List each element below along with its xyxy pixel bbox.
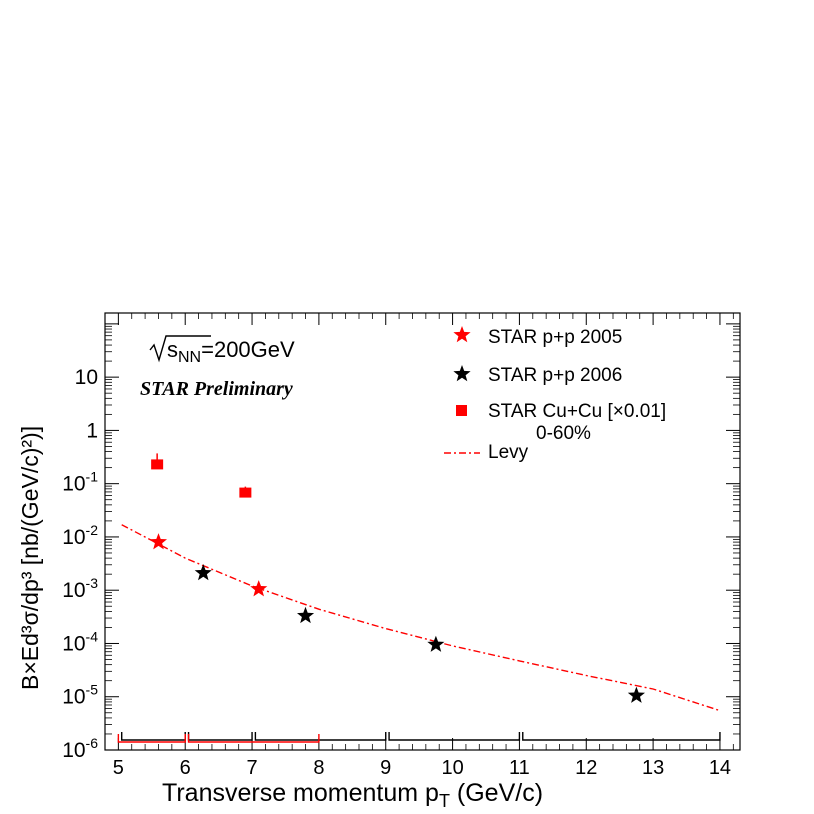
plot-frame	[104, 312, 741, 751]
x-axis-title: Transverse momentum pT (GeV/c)	[162, 779, 543, 811]
energy-annotation: sNN=200GeV	[149, 335, 295, 366]
y-tick-label: 10-5	[62, 682, 98, 709]
bin-bracket	[187, 732, 253, 741]
bin-bracket	[121, 732, 186, 741]
bin-bracket	[522, 732, 721, 741]
x-axis-ticks: 5 6 7 8 9 10 11 12 13 14	[113, 313, 734, 779]
x-tick-label: 10	[441, 757, 463, 779]
energy-symbol: s	[167, 337, 178, 362]
legend-star-black	[453, 365, 471, 382]
energy-value: =200GeV	[201, 337, 295, 362]
x-tick-label: 7	[246, 757, 257, 779]
legend-label-cucu: STAR Cu+Cu [×0.01]	[488, 401, 666, 422]
y-tick-label: 10-1	[62, 469, 98, 496]
legend: STAR p+p 2005 STAR p+p 2006 STAR Cu+Cu […	[444, 326, 666, 463]
x-tick-label: 9	[380, 757, 391, 779]
point-pp2006	[297, 606, 315, 624]
y-tick-label: 10-2	[62, 522, 98, 549]
y-tick-label: 10-4	[62, 628, 98, 655]
point-pp2006	[427, 635, 445, 652]
x-tick-label: 14	[709, 757, 731, 779]
legend-label-levy: Levy	[488, 442, 529, 463]
data-points	[149, 453, 645, 703]
y-tick-label: 10-6	[62, 735, 98, 762]
point-pp2005	[149, 533, 167, 550]
legend-marker-cucu	[456, 405, 467, 416]
fit-curves	[121, 524, 721, 712]
x-tick-label: 13	[642, 757, 664, 779]
point-cucu	[151, 459, 164, 470]
bin-bracket	[388, 732, 521, 741]
point-pp2006	[194, 564, 212, 581]
legend-marker-pp2005	[453, 326, 471, 343]
preliminary-label: STAR Preliminary	[140, 378, 293, 400]
bin-brackets	[117, 732, 721, 743]
y-axis-ticks: 10-6 10-5 10-4 10-3 10-2 10-1 1 10	[62, 323, 740, 762]
y-tick-label: 10	[75, 366, 98, 389]
point-cucu	[239, 487, 252, 498]
energy-subscript: NN	[178, 349, 201, 366]
sqrt-symbol	[149, 335, 211, 363]
bin-bracket	[187, 734, 320, 743]
x-tick-label: 8	[313, 757, 324, 779]
x-tick-label: 12	[575, 757, 597, 779]
point-pp2006	[627, 686, 645, 703]
point-pp2005	[250, 580, 268, 597]
svg-text:sNN=200GeV: sNN=200GeV	[167, 337, 295, 366]
bin-bracket	[254, 732, 387, 741]
legend-label-pp2005: STAR p+p 2005	[488, 327, 622, 348]
y-axis-title: B×Ed³σ/dp³ [nb/(GeV/c)²)]	[17, 426, 43, 690]
x-tick-label: 11	[509, 757, 530, 779]
x-tick-label: 5	[113, 757, 124, 779]
legend-label-cucu-centrality: 0-60%	[536, 423, 591, 444]
legend-label-pp2006: STAR p+p 2006	[488, 365, 622, 386]
bin-bracket	[117, 734, 186, 743]
y-tick-label: 10-3	[62, 575, 98, 602]
levy-curve	[121, 524, 721, 712]
y-tick-label: 1	[86, 419, 98, 442]
legend-star-red	[453, 326, 471, 343]
legend-marker-pp2006	[453, 365, 471, 382]
x-tick-label: 6	[180, 757, 191, 779]
